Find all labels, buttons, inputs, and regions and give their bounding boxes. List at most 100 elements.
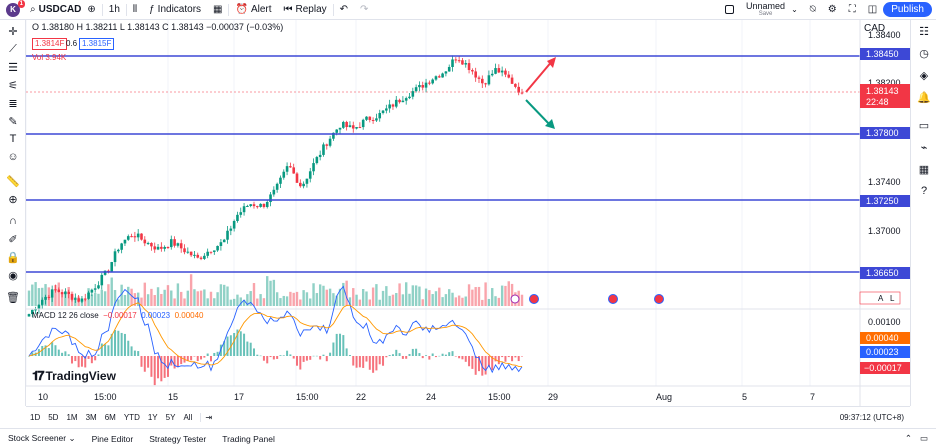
collapse-panel-icon[interactable]: ⌃	[904, 433, 912, 443]
macd-histogram-bar	[431, 353, 434, 356]
tab-trading-panel[interactable]: Trading Panel	[222, 433, 275, 444]
candle-body	[256, 206, 259, 208]
range-6m[interactable]: 6M	[104, 413, 116, 422]
candle-body	[176, 243, 180, 246]
ohlc-values: O 1.38180 H 1.38211 L 1.38143 C 1.38143 …	[32, 22, 284, 32]
interval-button[interactable]: 1h	[108, 4, 120, 15]
crosshair-icon[interactable]: ✛	[8, 25, 18, 38]
trend-line-icon[interactable]: ⟋	[9, 42, 17, 55]
add-symbol-icon[interactable]: ⊕	[87, 4, 96, 15]
macd-histogram-bar	[236, 329, 239, 356]
volume-bar	[84, 299, 87, 306]
trash-icon[interactable]: 🗑	[6, 291, 20, 304]
candle-body	[259, 203, 262, 207]
volume-bar	[259, 294, 262, 306]
settings-button[interactable]: ⚙	[822, 0, 843, 20]
volume-bar	[345, 280, 348, 306]
candle-body	[484, 83, 487, 85]
auto-scale-button[interactable]: A	[878, 294, 884, 303]
brush-icon[interactable]: ✎	[8, 115, 18, 128]
fib-retracement-icon[interactable]: ≣	[8, 97, 18, 110]
fullscreen-icon: ⛶	[848, 4, 856, 15]
layers-icon[interactable]: ◈	[919, 69, 929, 82]
maximize-panel-icon[interactable]: ▭	[919, 433, 928, 443]
chart-type-button[interactable]: ⫴	[127, 0, 143, 20]
tradingview-logo[interactable]: 𝟏𝟕 TradingView	[32, 368, 116, 384]
volume-bar	[491, 288, 494, 306]
pitchfork-icon[interactable]: ⚟	[8, 79, 18, 92]
chat-icon[interactable]: ▭	[918, 119, 930, 132]
macd-histogram-bar	[100, 343, 103, 356]
range-all[interactable]: All	[183, 413, 193, 422]
volume-bar	[398, 283, 401, 306]
bar-countdown: 22:48	[866, 97, 889, 107]
macd-histogram-bar	[77, 356, 80, 368]
text-tool-icon[interactable]: T	[9, 133, 17, 145]
macd-line-value: 0.00023	[141, 311, 171, 320]
volume-bar	[103, 291, 107, 306]
eye-icon[interactable]: ◉	[8, 269, 18, 282]
tab-strategy-tester[interactable]: Strategy Tester	[149, 433, 207, 444]
replay-button[interactable]: ⏮ Replay	[278, 0, 333, 20]
macd-histogram-bar	[229, 335, 232, 356]
ruler-icon[interactable]: 📏	[6, 175, 20, 188]
candle-body	[421, 85, 425, 88]
macd-histogram-bar	[368, 356, 371, 370]
up-arrow	[525, 59, 554, 93]
indicators-button[interactable]: ƒ Indicators	[143, 0, 207, 20]
candle-body	[424, 82, 428, 88]
snapshot-button[interactable]: ◫	[862, 0, 883, 20]
candle-body	[325, 144, 329, 146]
calendar-icon[interactable]: ▦	[918, 163, 930, 176]
fullscreen-button[interactable]: ⛶	[843, 0, 862, 20]
range-3m[interactable]: 3M	[85, 413, 97, 422]
log-scale-button[interactable]: L	[890, 294, 895, 303]
price-tick: 1.38400	[868, 30, 901, 40]
redo-button[interactable]: ↷	[354, 0, 374, 20]
alert-button[interactable]: ⏰ Alert	[229, 0, 277, 20]
tab-pine-editor[interactable]: Pine Editor	[91, 433, 134, 444]
sell-button[interactable]: 1.3814F	[32, 38, 68, 50]
help-icon[interactable]: ?	[920, 185, 928, 197]
scale-buttons[interactable]: A L	[859, 291, 901, 305]
undo-button[interactable]: ↶	[334, 0, 354, 20]
timezone-clock[interactable]: 09:37:12 (UTC+8)	[839, 413, 904, 422]
lock-icon[interactable]: 🔒	[6, 251, 20, 264]
tab-stock-screener[interactable]: Stock Screener ⌄	[0, 433, 84, 444]
ideas-icon[interactable]: ⌁	[920, 141, 928, 154]
volume-bar	[213, 298, 216, 306]
magnet-icon[interactable]: ∩	[9, 215, 17, 227]
goto-date-icon[interactable]: ⇥	[200, 413, 216, 422]
templates-button[interactable]: ▦	[207, 0, 228, 20]
macd-signal-value: 0.00040	[174, 311, 204, 320]
layout-button[interactable]: Unnamed Save ⌄	[719, 0, 804, 20]
publish-button[interactable]: Publish	[883, 2, 932, 17]
range-1m[interactable]: 1M	[66, 413, 78, 422]
range-5d[interactable]: 5D	[48, 413, 59, 422]
lock-drawings-icon[interactable]: ✐	[8, 233, 18, 246]
volume-bar	[199, 290, 203, 306]
symbol-search[interactable]: ⌕ USDCAD ⊕	[24, 0, 102, 20]
buy-button[interactable]: 1.3815F	[79, 38, 115, 50]
currency-label[interactable]: CAD	[864, 23, 885, 34]
horizontal-lines-icon[interactable]: ☰	[8, 61, 18, 74]
candle-body	[444, 71, 448, 74]
watchlist-icon[interactable]: ☷	[919, 25, 929, 38]
range-5y[interactable]: 5Y	[165, 413, 176, 422]
quick-search-button[interactable]: ⍉	[804, 0, 822, 20]
flag-us-icon	[529, 294, 539, 304]
chart-canvas[interactable]: CAD 1.38400 1.38200 1.37400 1.37000 1.38…	[26, 20, 910, 406]
zoom-in-icon[interactable]: ⊕	[8, 193, 18, 206]
range-1y[interactable]: 1Y	[147, 413, 158, 422]
macd-histogram-bar	[282, 355, 285, 356]
alarm-clock-icon[interactable]: ◷	[919, 47, 929, 60]
range-1d[interactable]: 1D	[30, 413, 41, 422]
volume-bar	[31, 284, 34, 306]
bell-icon[interactable]: 🔔	[917, 91, 931, 104]
volume-bar	[226, 286, 229, 306]
range-ytd[interactable]: YTD	[123, 413, 140, 422]
quick-search-icon: ⍉	[809, 4, 816, 15]
macd-histogram-bar	[411, 348, 414, 356]
emoji-icon[interactable]: ☺	[7, 151, 19, 163]
